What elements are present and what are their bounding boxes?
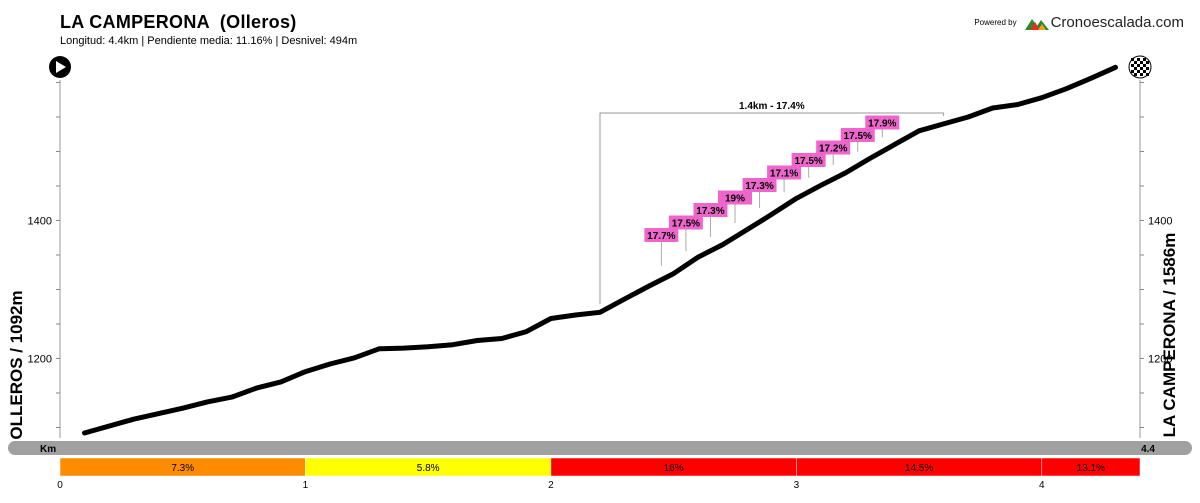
gradient-badge [742, 178, 777, 192]
flag-square [1140, 73, 1143, 76]
gradient-band [1041, 457, 1141, 477]
flag-square [1137, 64, 1140, 67]
gradient-badge [668, 215, 703, 230]
gradient-band-label: 5.8% [417, 463, 440, 474]
distance-unit-label: Km [40, 444, 56, 455]
flag-square [1140, 61, 1143, 64]
gradient-band-label: 14.5% [905, 463, 933, 474]
brand-name: Cronoescalada.com [1050, 14, 1184, 31]
gradient-badge [865, 115, 900, 130]
y-tick-label-left: 1200 [28, 353, 52, 365]
y-tick-label-right: 1400 [1148, 215, 1172, 227]
gradient-badge-label: 17.2% [819, 144, 847, 155]
segment-bracket [599, 112, 945, 305]
segment-label: 1.4km - 17.4% [739, 101, 805, 112]
gradient-badge [718, 190, 752, 205]
gradient-badge-label: 17.9% [868, 119, 896, 130]
gradient-badge [816, 140, 851, 155]
gradient-badge-label: 17.3% [696, 206, 724, 217]
right-axis-label: LA CAMPERONA / 1586m [1160, 233, 1179, 438]
flag-square [1143, 70, 1146, 73]
gradient-band-label: 7.3% [171, 463, 194, 474]
flag-square [1146, 73, 1149, 76]
distance-total-label: 4.4 [1141, 444, 1155, 455]
chart-subtitle: Longitud: 4.4km | Pendiente media: 11.16… [60, 35, 358, 47]
play-icon [49, 56, 71, 78]
mountains-logo-icon [1024, 18, 1049, 30]
gradient-badge [693, 203, 728, 217]
gradient-badge [767, 165, 802, 180]
chart-title: LA CAMPERONA (Olleros) [60, 12, 297, 32]
y-tick-label-right: 1200 [1148, 353, 1172, 365]
flag-square [1134, 73, 1137, 76]
gradient-badge-label: 17.5% [672, 219, 700, 230]
flag-square [1134, 67, 1137, 70]
x-tick-label: 0 [57, 480, 63, 491]
distance-bar [8, 441, 1192, 455]
gradient-badge [791, 153, 826, 167]
gradient-badge-label: 17.7% [647, 231, 675, 242]
gradient-badge-label: 17.1% [770, 169, 798, 180]
gradient-badge [840, 128, 875, 142]
flag-square [1131, 70, 1134, 73]
x-tick-label: 1 [303, 480, 309, 491]
flag-square [1131, 64, 1134, 67]
flag-square [1137, 58, 1140, 61]
x-tick-label: 3 [794, 480, 800, 491]
gradient-band-label: 13.1% [1077, 463, 1105, 474]
flag-square [1134, 61, 1137, 64]
flag-square [1146, 61, 1149, 64]
flag-square [1140, 67, 1143, 70]
left-axis-label: OLLEROS / 1092m [7, 290, 26, 439]
flag-square [1143, 64, 1146, 67]
powered-by-label: Powered by [974, 18, 1017, 27]
flag-square [1137, 70, 1140, 73]
gradient-band-label: 16% [664, 463, 684, 474]
flag-square [1131, 58, 1134, 61]
gradient-badge [644, 228, 679, 242]
x-tick-label: 2 [548, 480, 554, 491]
gradient-badge-label: 19% [725, 194, 745, 205]
flag-square [1143, 58, 1146, 61]
flag-square [1146, 67, 1149, 70]
x-tick-label: 4 [1039, 480, 1045, 491]
checkered-flag-icon [1128, 55, 1152, 79]
elevation-profile-line [82, 64, 1118, 436]
gradient-badge-label: 17.3% [745, 181, 773, 192]
gradient-badge-label: 17.5% [844, 131, 872, 142]
y-tick-label-left: 1400 [28, 215, 52, 227]
brand[interactable]: Powered by Cronoescalada.com [974, 14, 1184, 31]
gradient-badge-label: 17.5% [794, 156, 822, 167]
